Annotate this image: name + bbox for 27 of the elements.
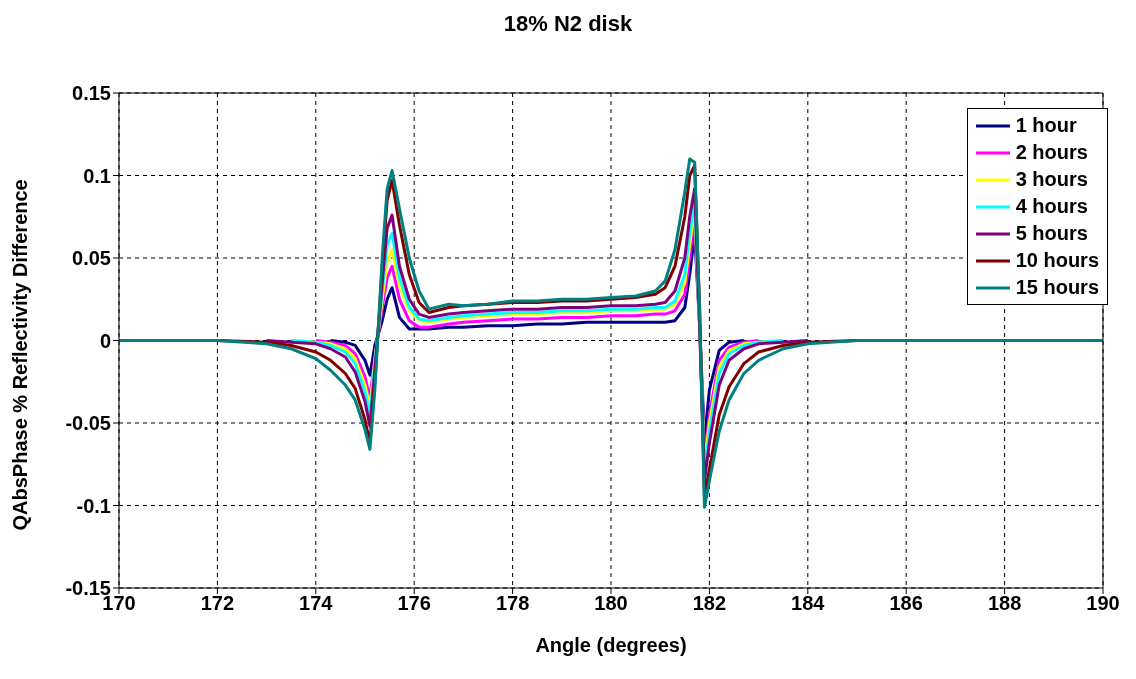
x-axis-title: Angle (degrees) <box>535 634 687 656</box>
y-tick-label: 0.15 <box>72 82 111 105</box>
x-tick-label: 178 <box>495 592 530 615</box>
legend-label: 1 hour <box>1015 113 1077 138</box>
x-tick-label: 190 <box>1086 592 1120 615</box>
legend-label: 5 hours <box>1015 221 1088 246</box>
chart-title: 18% N2 disk <box>502 10 634 38</box>
y-tick-label: -0.05 <box>65 412 111 435</box>
legend-label: 10 hours <box>1015 248 1099 273</box>
legend-label: 2 hours <box>1015 140 1088 165</box>
y-tick-label: 0 <box>99 329 111 352</box>
y-tick-label: 0.1 <box>83 164 111 187</box>
y-tick-label: -0.1 <box>76 494 111 517</box>
legend-label: 4 hours <box>1015 194 1088 219</box>
x-tick-label: 182 <box>692 592 727 615</box>
legend-label: 15 hours <box>1015 275 1099 300</box>
x-tick-label: 186 <box>889 592 923 615</box>
x-tick-label: 180 <box>594 592 628 615</box>
x-tick-label: 176 <box>397 592 431 615</box>
x-tick-label: 188 <box>987 592 1022 615</box>
x-tick-label: 172 <box>200 592 235 615</box>
x-tick-label: 174 <box>299 592 334 615</box>
line-series <box>119 157 1103 509</box>
legend-label: 3 hours <box>1015 167 1088 192</box>
x-tick-label: 184 <box>791 592 826 615</box>
y-axis-title: QAbsPhase % Reflectivity Difference <box>9 179 32 531</box>
y-tick-label: 0.05 <box>72 247 111 270</box>
